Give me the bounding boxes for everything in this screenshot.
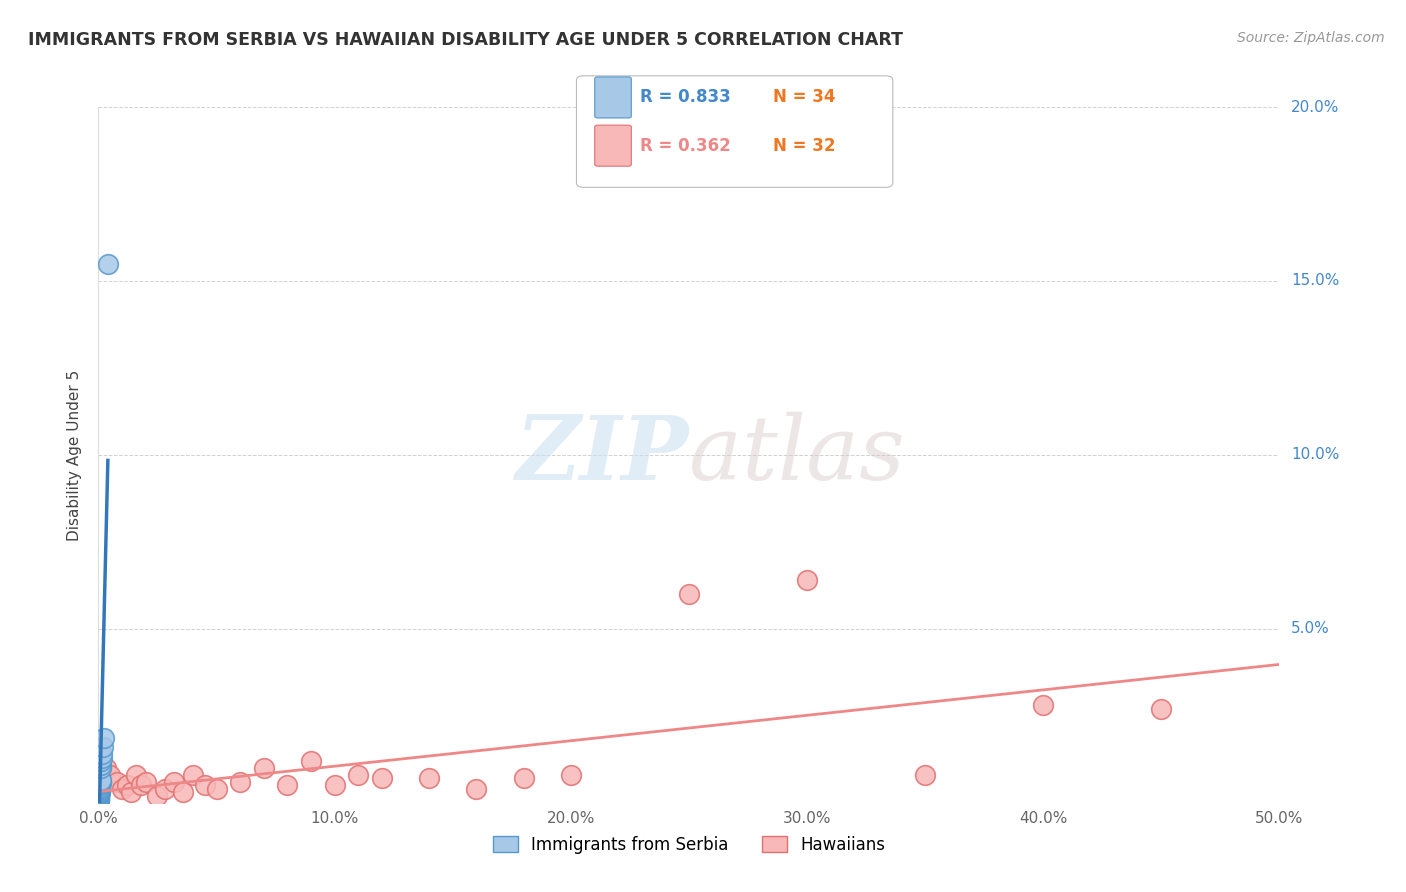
Point <box>153 781 176 796</box>
Point <box>89 780 111 794</box>
Point <box>90 775 112 789</box>
Point <box>89 785 111 799</box>
Point <box>347 768 370 782</box>
Point <box>194 778 217 792</box>
Text: IMMIGRANTS FROM SERBIA VS HAWAIIAN DISABILITY AGE UNDER 5 CORRELATION CHART: IMMIGRANTS FROM SERBIA VS HAWAIIAN DISAB… <box>28 31 903 49</box>
Point <box>371 772 394 786</box>
Point <box>512 772 534 786</box>
Text: atlas: atlas <box>689 411 904 499</box>
Text: ZIP: ZIP <box>516 412 689 498</box>
Point <box>914 768 936 782</box>
Point <box>172 785 194 799</box>
Point <box>94 761 117 775</box>
Point <box>90 757 112 772</box>
Point <box>89 789 111 804</box>
Point <box>796 573 818 587</box>
Text: 20.0%: 20.0% <box>1291 100 1340 114</box>
Point <box>181 768 204 782</box>
Point <box>89 794 111 808</box>
Point <box>276 778 298 792</box>
Point <box>91 740 114 755</box>
Point <box>135 775 157 789</box>
Text: R = 0.362: R = 0.362 <box>640 136 731 154</box>
Point <box>1032 698 1054 713</box>
Point <box>89 793 111 807</box>
Point <box>89 785 111 799</box>
Point <box>89 787 111 801</box>
Point <box>146 789 169 803</box>
Point <box>90 773 112 788</box>
Text: R = 0.833: R = 0.833 <box>640 88 731 106</box>
Point <box>89 786 111 800</box>
Legend: Immigrants from Serbia, Hawaiians: Immigrants from Serbia, Hawaiians <box>486 830 891 861</box>
Point <box>299 754 322 768</box>
Point <box>89 781 111 796</box>
Point <box>89 785 111 799</box>
Point <box>90 775 112 789</box>
Text: 5.0%: 5.0% <box>1291 622 1330 636</box>
Y-axis label: Disability Age Under 5: Disability Age Under 5 <box>67 369 83 541</box>
Point <box>253 761 276 775</box>
Text: Source: ZipAtlas.com: Source: ZipAtlas.com <box>1237 31 1385 45</box>
Point <box>163 775 186 789</box>
Point <box>89 789 111 803</box>
Point <box>465 781 488 796</box>
Point <box>129 778 152 792</box>
Point <box>1150 702 1173 716</box>
Point <box>560 768 582 782</box>
Point <box>91 750 114 764</box>
Point <box>89 777 111 791</box>
Point <box>98 768 121 782</box>
Point <box>89 791 111 805</box>
Point <box>89 782 111 797</box>
Point <box>89 780 111 794</box>
Point <box>90 754 112 768</box>
Point <box>89 778 111 792</box>
Point <box>121 785 143 799</box>
Point <box>90 761 112 775</box>
Point <box>89 783 111 797</box>
Text: N = 32: N = 32 <box>773 136 835 154</box>
Point <box>105 775 128 789</box>
Point <box>97 256 120 270</box>
Point <box>205 781 228 796</box>
Point <box>89 790 111 805</box>
Text: 15.0%: 15.0% <box>1291 274 1340 288</box>
Point <box>678 587 700 601</box>
Point <box>89 790 111 805</box>
Point <box>323 778 346 792</box>
Point <box>91 747 114 761</box>
Point <box>115 778 138 792</box>
Point <box>125 768 148 782</box>
Text: N = 34: N = 34 <box>773 88 835 106</box>
Point <box>89 781 111 796</box>
Text: 10.0%: 10.0% <box>1291 448 1340 462</box>
Point <box>418 772 440 786</box>
Point <box>89 792 111 806</box>
Point <box>229 775 252 789</box>
Point <box>89 789 111 803</box>
Point <box>93 731 115 746</box>
Point <box>89 788 111 802</box>
Point <box>111 781 134 796</box>
